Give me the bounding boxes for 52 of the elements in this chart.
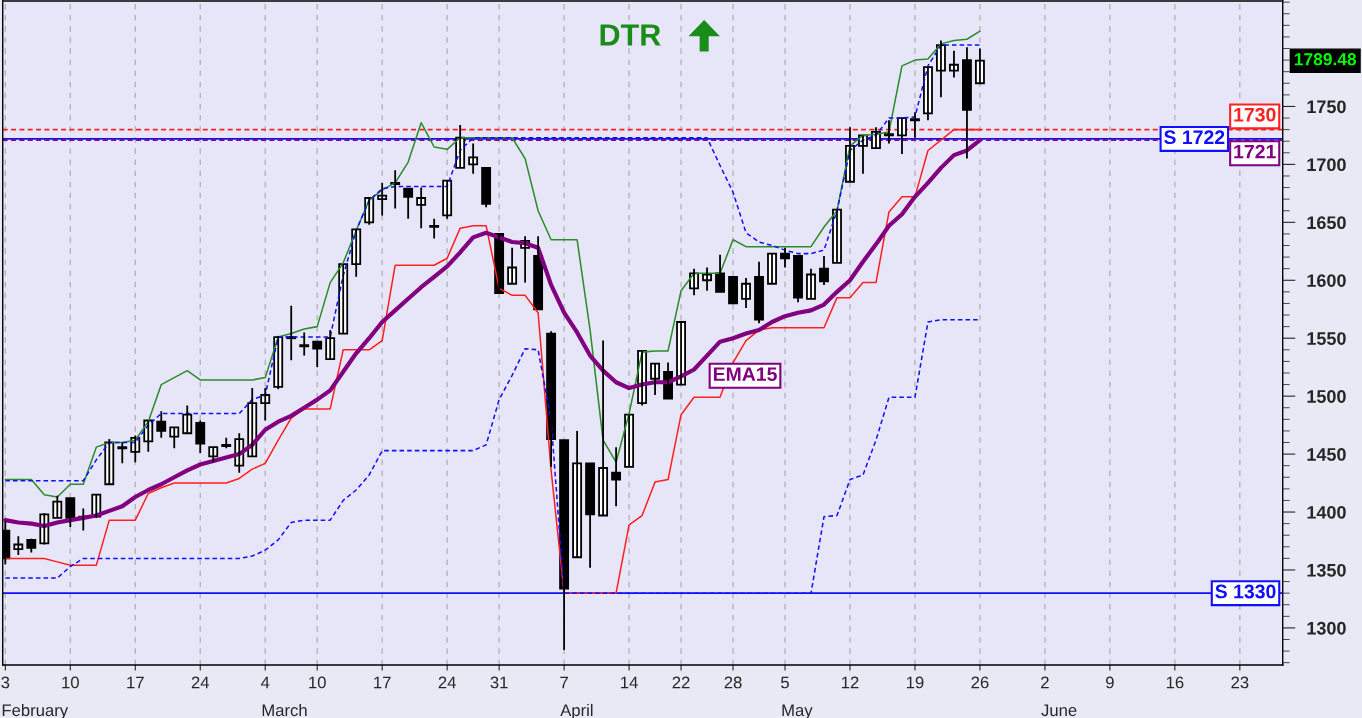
ref-line-label: 1730	[1234, 107, 1276, 122]
candlestick	[728, 275, 738, 305]
y-tick-label: 1450	[1307, 448, 1346, 461]
y-tick-label: 1300	[1307, 621, 1346, 635]
text: March	[262, 703, 307, 717]
x-tick-label: 26	[971, 676, 989, 689]
ref-line-label: S 1722	[1164, 130, 1225, 145]
x-tick-label: 2	[1041, 676, 1049, 689]
x-tick-label: 3	[1, 676, 10, 689]
x-tick-label: 4	[260, 676, 270, 689]
y-tick-label: 1550	[1307, 332, 1346, 345]
x-tick-label: 10	[309, 676, 326, 689]
x-tick-label: 10	[62, 676, 79, 689]
x-tick-label: 17	[374, 676, 391, 689]
x-tick-label: 17	[127, 676, 144, 689]
x-tick-label: 5	[781, 676, 789, 689]
candlestick	[429, 217, 440, 240]
x-tick-label: 28	[724, 676, 742, 689]
x-tick-label: 14	[621, 676, 638, 689]
ref-line-label: 1721	[1234, 144, 1276, 159]
x-tick-label: 22	[672, 676, 690, 689]
y-tick-label: 1500	[1307, 390, 1346, 403]
x-tick-label: 24	[438, 676, 456, 689]
candlestick	[832, 208, 842, 264]
x-tick-label: 19	[906, 676, 924, 689]
candlestick	[910, 111, 920, 139]
y-tick-label: 1400	[1307, 505, 1346, 519]
y-tick-label: 1750	[1307, 100, 1346, 114]
text: DTR	[600, 24, 661, 46]
series-label: EMA15	[713, 367, 777, 381]
candlestick	[676, 321, 686, 386]
x-tick-label: 7	[560, 676, 568, 689]
candlestick	[494, 233, 505, 294]
candlestick	[624, 413, 635, 468]
x-tick-label: 24	[191, 676, 210, 689]
ref-line-label: S 1330	[1215, 584, 1276, 599]
y-tick-label: 1700	[1307, 158, 1346, 172]
candlestick	[299, 331, 310, 357]
candlestick	[338, 263, 349, 335]
y-tick-label: 1600	[1307, 274, 1346, 287]
candlestick	[117, 441, 128, 465]
x-tick-label: 9	[1106, 676, 1114, 689]
x-tick-label: 23	[1231, 676, 1249, 689]
y-tick-label: 1650	[1307, 216, 1346, 230]
candlestick	[221, 436, 232, 450]
text: June	[1041, 704, 1077, 717]
candlestick	[767, 252, 777, 285]
text: 1789.48	[1294, 53, 1357, 66]
x-tick-label: 16	[1166, 676, 1184, 689]
x-tick-label: 12	[842, 676, 859, 689]
x-tick-label: 31	[490, 676, 508, 689]
y-tick-label: 1350	[1307, 563, 1346, 577]
